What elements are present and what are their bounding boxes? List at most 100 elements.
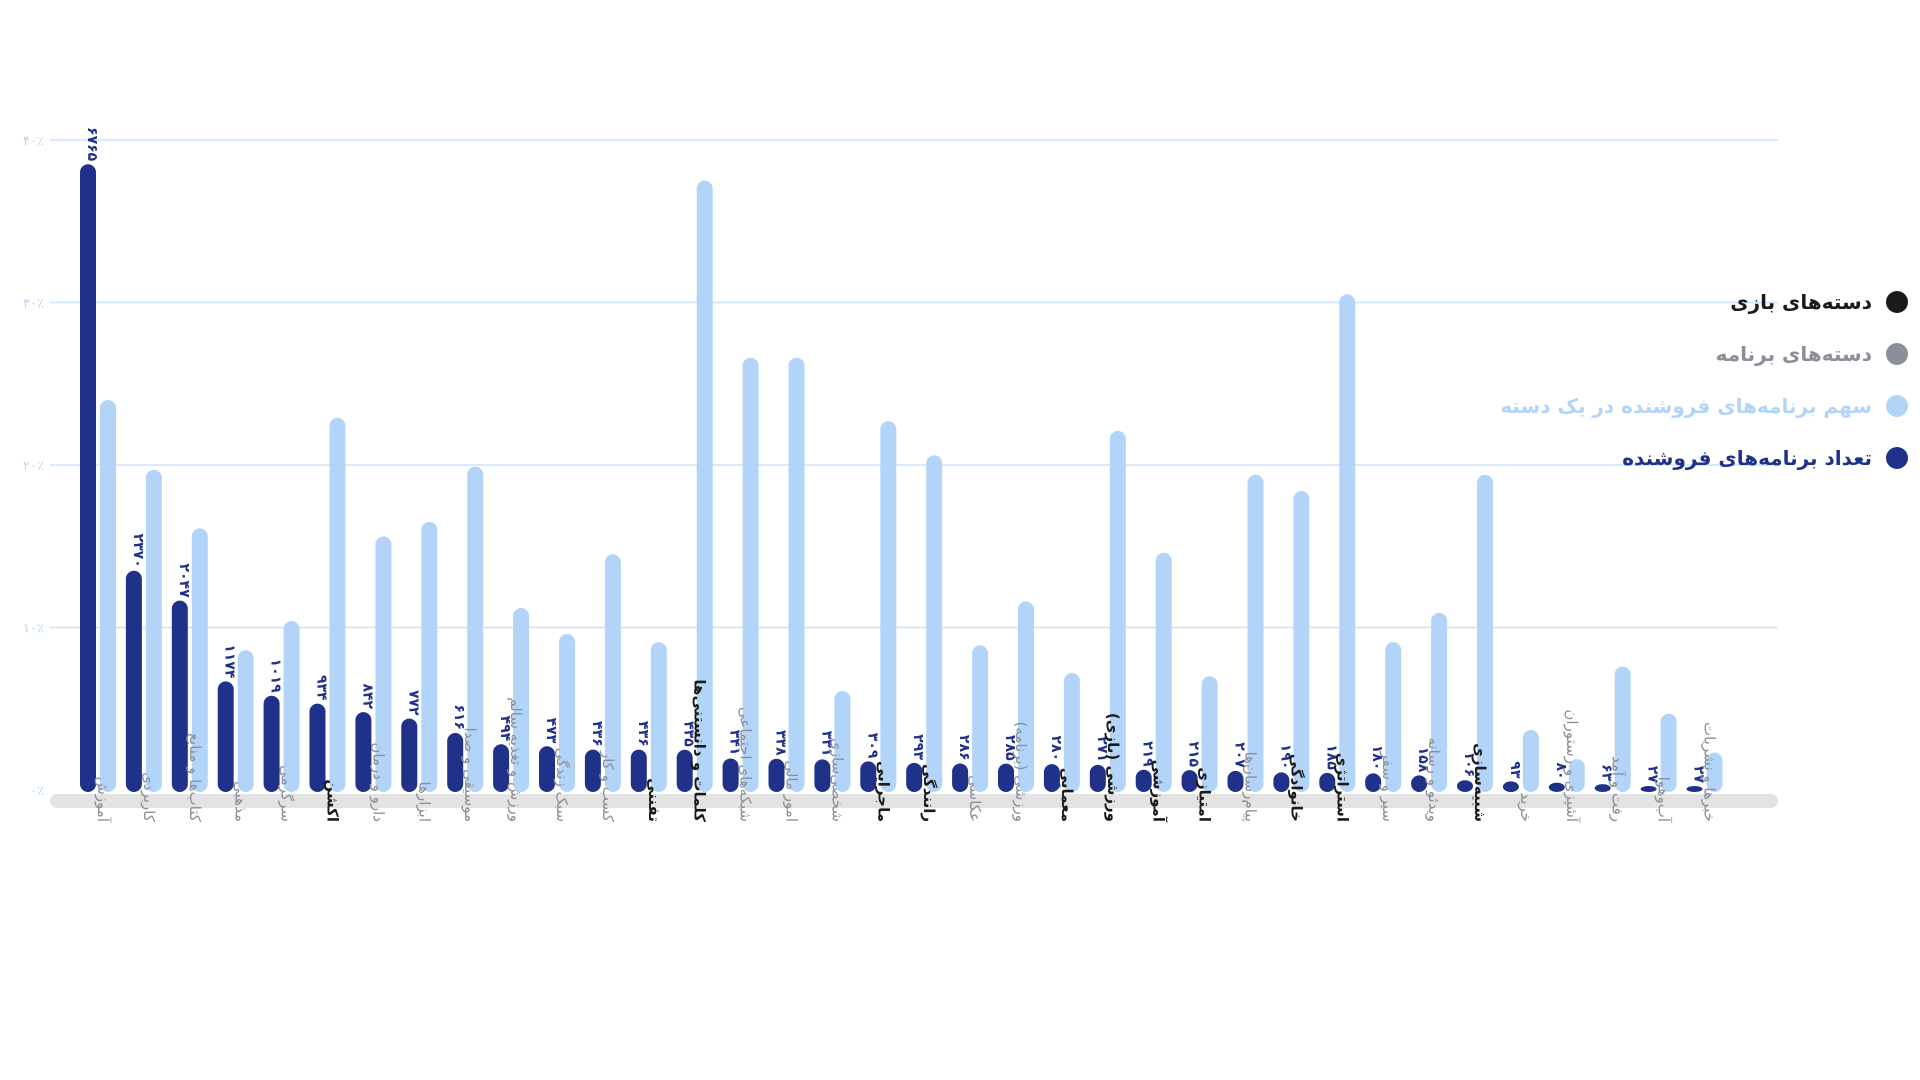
share-bar <box>1201 676 1218 792</box>
category-label: رفت و آمد <box>1609 756 1627 822</box>
share-bar <box>1614 666 1631 792</box>
share-bar <box>1018 601 1034 792</box>
category-label: ماجرایی <box>874 761 892 822</box>
count-bar <box>1227 770 1244 792</box>
legend: دسته‌های بازی دسته‌های برنامه سهم برنامه… <box>1480 276 1920 484</box>
share-bar <box>1706 752 1723 792</box>
category-labels: آموزش کاربردی کتاب‌ها و منابع مذهبی سرگرمی اک… <box>94 679 1719 822</box>
count-bar <box>171 600 188 792</box>
count-value-label: ۳۳۱ <box>818 731 834 757</box>
legend-dot-games <box>1886 291 1908 313</box>
value-labels: ۶۷۶۵ ۲۳۷۰ ۲۰۴۷ ۱۱۷۴ ۱۰۱۹ ۹۳۴ ۸۴۲ ۷۷۲ ۶۱۶ ۴۹۴ ۴۷۳ ۴۳… <box>84 127 1707 783</box>
count-value-label: ۱۹۰ <box>1277 744 1293 770</box>
share-bar <box>1339 294 1356 792</box>
count-bar <box>1365 773 1382 792</box>
count-value-label: ۴۹۴ <box>497 716 513 742</box>
count-value-label: ۲۱۵ <box>1186 741 1202 767</box>
legend-item-games: دسته‌های بازی <box>1480 276 1920 328</box>
share-bar <box>191 528 208 792</box>
count-bar <box>1273 772 1290 792</box>
count-bar <box>1411 775 1428 792</box>
count-bar <box>952 763 969 792</box>
count-value-label: ۶۳ <box>1599 764 1615 782</box>
count-value-label: ۲۸۰ <box>1048 735 1064 761</box>
count-bar <box>125 570 142 792</box>
count-value-label: ۱۸۰ <box>1369 745 1385 771</box>
category-label: کتاب‌ها و منابع <box>186 733 204 823</box>
category-label: آشپزی و رستوران <box>1562 709 1581 822</box>
count-bar <box>676 749 693 792</box>
share-bar <box>559 634 575 792</box>
count-value-label: ۳۳۸ <box>773 730 789 756</box>
count-value-label: ۶۱۶ <box>451 704 467 730</box>
category-label: شبیه‌سازی <box>1471 743 1489 822</box>
count-value-label: ۸۴۲ <box>359 683 375 709</box>
legend-label-count: تعداد برنامه‌های فروشنده <box>1622 446 1872 470</box>
count-bar <box>1319 772 1336 792</box>
category-label: سیر و سفر <box>1379 750 1397 822</box>
share-bar <box>145 469 162 792</box>
count-value-label: ۲۷ <box>1645 766 1661 784</box>
legend-item-count: تعداد برنامه‌های فروشنده <box>1480 432 1920 484</box>
category-label: ورزش و تغذیه سالم <box>507 697 525 822</box>
share-bar <box>283 621 300 792</box>
category-label: مذهبی <box>232 781 250 822</box>
legend-label-games: دسته‌های بازی <box>1730 290 1872 314</box>
share-bar <box>421 521 438 792</box>
category-label: پیام‌رسان‌ها <box>1241 752 1260 822</box>
count-value-label: ۳۰۹ <box>864 733 880 759</box>
share-bar <box>1063 673 1080 792</box>
share-bar <box>1247 474 1264 792</box>
count-value-label: ۲۸۶ <box>956 735 972 761</box>
count-value-label: ۹۳۴ <box>314 675 330 701</box>
share-bar <box>1477 474 1493 792</box>
share-bar <box>1660 713 1677 792</box>
y-tick-label: ۱۰٪ <box>23 622 44 637</box>
count-bar <box>309 703 326 792</box>
count-bar <box>1502 781 1519 792</box>
category-label: آموزشی <box>1150 760 1168 823</box>
share-bar <box>100 400 116 792</box>
count-bar <box>722 758 739 792</box>
count-value-label: ۴۳۶ <box>589 721 605 747</box>
legend-dot-share <box>1886 395 1908 417</box>
count-bar <box>768 758 785 792</box>
count-bar <box>493 744 510 792</box>
share-bar <box>1109 430 1126 792</box>
count-value-label: ۴۷۳ <box>543 718 559 744</box>
category-label: شبکه‌های اجتماعی <box>737 707 755 822</box>
y-axis-ticks: ۰٪ ۱۰٪ ۲۰٪ ۳۰٪ ۴۰٪ <box>23 134 44 799</box>
category-label: خانوادگی <box>1287 754 1305 822</box>
count-bar <box>80 164 96 793</box>
legend-label-share: سهم برنامه‌های فروشنده در یک دسته <box>1500 394 1872 418</box>
count-bar <box>447 733 464 792</box>
share-bar <box>1522 729 1539 792</box>
category-label: تفننی <box>645 778 663 822</box>
count-value-label: ۴۳۵ <box>681 721 697 747</box>
y-tick-label: ۳۰٪ <box>23 297 44 312</box>
count-bar <box>906 762 923 792</box>
share-bar <box>742 357 759 792</box>
share-bar <box>237 650 254 792</box>
category-label: معمایی <box>1058 768 1076 822</box>
count-value-label: ۲۱۹ <box>1140 741 1156 767</box>
share-bar <box>1568 759 1585 792</box>
category-label: ویدئو و رسانه <box>1425 737 1443 822</box>
count-value-label: ۱۰۱۹ <box>268 659 284 694</box>
category-label: کاربردی <box>140 772 158 823</box>
count-bar <box>814 759 831 792</box>
count-value-label: ۱۱۷۴ <box>222 644 238 679</box>
y-tick-label: ۴۰٪ <box>23 134 44 149</box>
share-bar <box>972 645 989 792</box>
share-bar <box>467 466 484 792</box>
count-value-label: ۳۴۱ <box>727 730 743 756</box>
count-value-label: ۲۳۷۰ <box>130 534 146 568</box>
category-label: خرید <box>1517 792 1535 822</box>
count-value-label: ۸۰ <box>1553 763 1569 780</box>
category-label: سرگرمی <box>278 765 296 822</box>
category-label: عکاسی <box>966 775 984 822</box>
count-value-label: ۶۷۶۵ <box>84 127 100 162</box>
share-bar <box>604 554 621 792</box>
count-bar <box>1181 770 1198 792</box>
